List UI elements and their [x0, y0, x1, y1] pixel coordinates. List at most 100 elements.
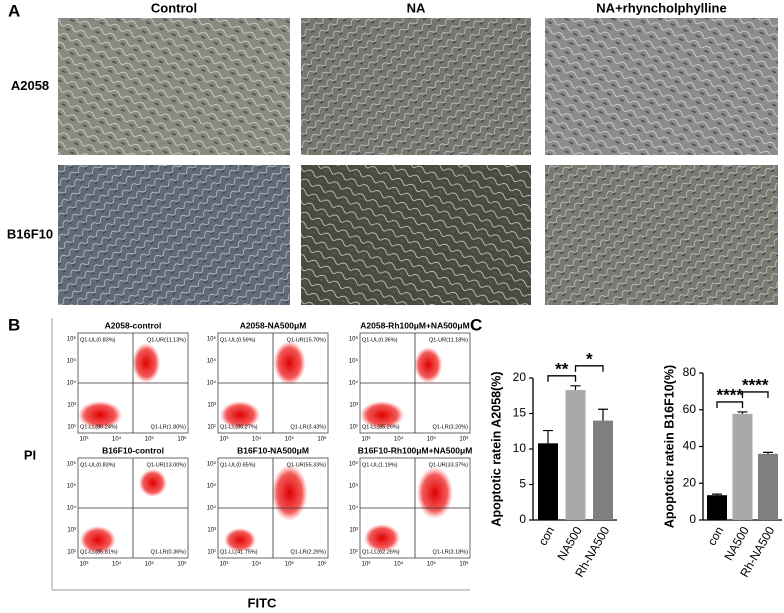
flow-x-tick: 10⁴	[112, 436, 122, 443]
flow-y-tick: 10¹	[207, 550, 216, 556]
y-tick-label: 40	[683, 439, 697, 453]
event-cloud	[364, 524, 400, 552]
micrograph-texture	[301, 165, 531, 305]
y-tick-label: 60	[683, 402, 697, 416]
error-bar	[763, 451, 773, 454]
event-cloud	[414, 347, 443, 383]
flow-y-tick: 10⁴	[207, 505, 217, 512]
quadrant-label: Q1-LL(85.26%)	[362, 424, 400, 430]
event-cloud	[360, 401, 404, 429]
quadrant-label: Q1-UR(55.33%)	[287, 462, 327, 468]
flow-title: B16F10-Rh100μM+NA500μM	[358, 445, 473, 455]
error-bar	[543, 429, 553, 444]
quadrant-label: Q1-UR(11.13%)	[147, 337, 186, 343]
quadrant-label: Q1-LR(2.26%)	[291, 549, 327, 555]
quadrant-label: Q1-LL(80.27%)	[220, 424, 258, 430]
y-axis-label: Apoptotic ratein B16F10(%)	[662, 365, 676, 528]
flow-y-tick: 10¹	[67, 550, 76, 556]
error-bar	[570, 385, 581, 391]
flow-x-tick: 10⁵	[427, 561, 437, 568]
flow-y-tick: 10⁴	[67, 505, 77, 512]
quadrant-label: Q1-UR(11.18%)	[429, 337, 468, 343]
quadrant-label: Q1-LR(3.18%)	[433, 549, 469, 555]
quadrant-label: Q1-LR(1.80%)	[151, 424, 187, 430]
event-cloud	[271, 465, 308, 521]
flow-y-tick: 10³	[349, 528, 358, 534]
quadrant-label: Q1-LR(3.43%)	[291, 424, 327, 430]
flow-y-tick: 10⁵	[207, 483, 217, 490]
event-cloud	[78, 401, 122, 429]
flow-y-tick: 10³	[207, 403, 216, 409]
quadrant-label: Q1-UR(13.00%)	[147, 462, 187, 468]
flow-y-tick: 10³	[67, 528, 76, 534]
quadrant-label: Q1-LR(3.20%)	[433, 424, 469, 430]
y-tick-label: 5	[519, 477, 526, 491]
flow-y-tick: 10⁴	[67, 380, 77, 387]
quadrant-label: Q1-UR(15.70%)	[287, 337, 327, 343]
flow-y-tick: 10¹	[349, 425, 358, 431]
error-bar	[598, 408, 608, 421]
flow-y-tick: 10⁶	[349, 336, 359, 343]
flow-x-tick: 10³	[220, 437, 229, 443]
significance-bracket	[547, 375, 577, 382]
event-cloud	[132, 343, 161, 383]
flow-x-tick: 10⁶	[177, 436, 187, 443]
flow-title: B16F10-control	[102, 445, 164, 455]
flow-y-tick: 10¹	[67, 425, 76, 431]
y-tick-label: 20	[683, 475, 697, 489]
x-tick-label: con	[536, 524, 558, 548]
event-cloud	[79, 526, 116, 554]
column-label: NA	[407, 0, 426, 15]
significance-bracket	[741, 391, 769, 398]
panel-label: A	[8, 1, 20, 20]
quadrant-label: Q1-UL(1.19%)	[362, 462, 398, 468]
micrograph-texture	[545, 165, 778, 305]
x-tick-label: con	[705, 524, 727, 548]
significance-label: *	[586, 349, 593, 368]
bar	[565, 390, 586, 520]
quadrant-label: Q1-LR(0.36%)	[151, 549, 187, 555]
flow-x-tick: 10⁶	[177, 561, 187, 568]
row-label: B16F10	[7, 226, 53, 241]
event-cloud	[220, 401, 260, 429]
flow-x-tick: 10⁶	[459, 561, 469, 568]
flow-y-tick: 10¹	[207, 425, 216, 431]
bar	[732, 413, 753, 520]
significance-label: ****	[717, 385, 744, 404]
y-tick-label: 15	[513, 406, 527, 420]
micrograph-texture	[58, 18, 290, 155]
quadrant-label: Q1-UL(0.59%)	[220, 337, 256, 343]
micrograph-texture	[301, 18, 531, 155]
flow-x-tick: 10⁴	[252, 436, 262, 443]
flow-y-tick: 10⁵	[67, 358, 77, 365]
flow-x-tick: 10⁵	[145, 436, 155, 443]
significance-label: **	[555, 359, 569, 378]
flow-y-tick: 10³	[67, 403, 76, 409]
flow-x-tick: 10⁴	[394, 436, 404, 443]
quadrant-label: Q1-UL(0.65%)	[220, 462, 256, 468]
event-cloud	[138, 469, 167, 497]
flow-x-tick: 10³	[220, 562, 229, 568]
micrograph-texture	[58, 165, 290, 305]
row-label: A2058	[11, 78, 49, 93]
flow-title: A2058-NA500μM	[240, 320, 307, 330]
column-label: Control	[151, 0, 197, 15]
bar	[538, 443, 558, 520]
flow-x-tick: 10³	[362, 437, 371, 443]
flow-y-tick: 10⁴	[207, 380, 217, 387]
quadrant-label: Q1-LL(86.24%)	[80, 424, 118, 430]
quadrant-label: Q1-LL(85.81%)	[80, 549, 118, 555]
bar	[593, 420, 613, 520]
flow-x-tick: 10⁵	[427, 436, 437, 443]
quadrant-label: Q1-LL(41.75%)	[220, 549, 258, 555]
flow-y-tick: 10⁴	[349, 505, 359, 512]
flow-x-tick: 10⁴	[252, 561, 262, 568]
flow-y-tick: 10⁶	[67, 461, 77, 468]
flow-y-tick: 10⁵	[349, 358, 359, 365]
flow-x-tick: 10⁶	[317, 436, 327, 443]
flow-x-tick: 10⁵	[145, 561, 155, 568]
micrograph-texture	[545, 18, 778, 155]
flow-x-label: FITC	[248, 595, 277, 610]
event-cloud	[224, 528, 256, 552]
